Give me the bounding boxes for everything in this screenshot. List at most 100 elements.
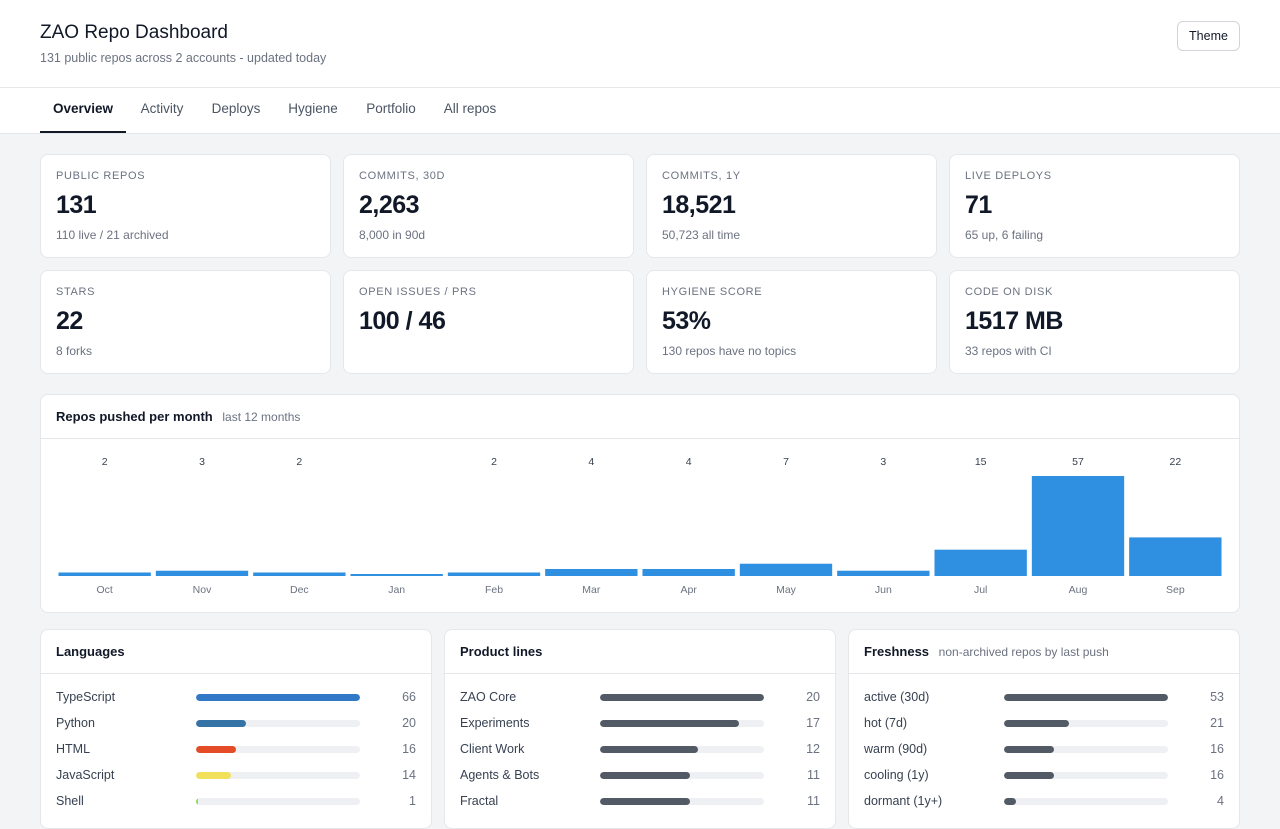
chart-x-tick-label: Mar <box>582 584 601 596</box>
list-item-label: Experiments <box>460 716 530 730</box>
tab-all-repos[interactable]: All repos <box>443 101 497 116</box>
list-item-count: 14 <box>402 768 416 782</box>
stat-label: LIVE DEPLOYS <box>965 170 1052 182</box>
progress-fill <box>600 798 691 805</box>
list-item: JavaScript 14 <box>56 766 416 786</box>
chart-bar-value: 15 <box>975 456 987 468</box>
progress-track <box>196 720 360 727</box>
list-item-count: 4 <box>1217 794 1224 808</box>
stat-card-public-repos: PUBLIC REPOS 131 110 live / 21 archived <box>40 154 331 258</box>
stat-subtext: 33 repos with CI <box>965 344 1052 358</box>
stat-label: OPEN ISSUES / PRS <box>359 286 477 298</box>
stat-value: 100 / 46 <box>359 307 446 335</box>
tab-deploys[interactable]: Deploys <box>211 101 261 116</box>
progress-fill <box>1004 694 1168 701</box>
chart-bar-oct <box>58 572 151 576</box>
product-lines-title: Product lines <box>460 644 543 659</box>
page-subtitle: 131 public repos across 2 accounts - upd… <box>40 51 327 65</box>
chart-bar-apr <box>642 568 735 576</box>
list-item-label: Shell <box>56 794 84 808</box>
chart-bar-value: 22 <box>1169 456 1181 468</box>
chart-bar-value: 2 <box>296 456 302 468</box>
list-item: cooling (1y) 16 <box>864 766 1224 786</box>
chart-bar-value: 2 <box>491 456 497 468</box>
progress-fill <box>196 772 231 779</box>
freshness-title: Freshness <box>864 644 930 659</box>
chart-x-tick-label: Jan <box>388 584 405 596</box>
list-item-count: 16 <box>1210 768 1224 782</box>
list-item-label: JavaScript <box>56 768 115 782</box>
chart-bar-value: 4 <box>686 456 692 468</box>
list-item-count: 20 <box>402 716 416 730</box>
stat-subtext: 110 live / 21 archived <box>56 228 169 242</box>
list-item-label: ZAO Core <box>460 690 517 704</box>
list-item-label: warm (90d) <box>864 742 928 756</box>
progress-track <box>1004 720 1168 727</box>
stat-label: PUBLIC REPOS <box>56 170 146 182</box>
languages-panel: Languages TypeScript 66 Python 20 HTML 16 Java… <box>40 629 432 829</box>
stat-label: CODE ON DISK <box>965 286 1053 298</box>
tab-portfolio[interactable]: Portfolio <box>366 101 416 116</box>
product-lines-panel: Product lines ZAO Core 20 Experiments 17 Cli… <box>444 629 836 829</box>
chart-bar-feb <box>447 572 541 576</box>
progress-track <box>600 746 764 753</box>
progress-track <box>600 694 764 701</box>
chart-bar-jul <box>934 549 1027 576</box>
list-item: Agents & Bots 11 <box>460 766 820 786</box>
progress-fill <box>1004 798 1017 805</box>
list-item: TypeScript 66 <box>56 688 416 708</box>
stat-value: 131 <box>56 191 97 219</box>
stat-card-commits-30d: COMMITS, 30D 2,263 8,000 in 90d <box>343 154 634 258</box>
chart-x-tick-label: Jul <box>974 584 987 596</box>
list-item-count: 11 <box>807 768 820 782</box>
tab-overview[interactable]: Overview <box>40 88 126 133</box>
stat-value: 2,263 <box>359 191 420 219</box>
list-item-label: Agents & Bots <box>460 768 540 782</box>
chart-bar-mar <box>545 568 638 576</box>
stat-card-open-issues: OPEN ISSUES / PRS 100 / 46 <box>343 270 634 374</box>
freshness-panel: Freshness non-archived repos by last pus… <box>848 629 1240 829</box>
tab-hygiene[interactable]: Hygiene <box>288 101 338 116</box>
chart-bar-jun <box>837 570 930 576</box>
list-item: dormant (1y+) 4 <box>864 792 1224 812</box>
list-item-count: 12 <box>806 742 820 756</box>
progress-track <box>196 798 360 805</box>
tab-activity[interactable]: Activity <box>140 101 184 116</box>
progress-fill <box>600 720 740 727</box>
chart-x-tick-label: Apr <box>680 584 697 596</box>
chart-panel: Repos pushed per month last 12 months 2 O… <box>40 394 1240 613</box>
progress-fill <box>1004 772 1054 779</box>
progress-track <box>1004 772 1168 779</box>
chart-x-tick-label: Jun <box>875 584 892 596</box>
stat-card-commits-1y: COMMITS, 1Y 18,521 50,723 all time <box>646 154 937 258</box>
list-item-label: HTML <box>56 742 91 756</box>
languages-panel-header: Languages <box>41 630 431 674</box>
stat-card-code-on-disk: CODE ON DISK 1517 MB 33 repos with CI <box>949 270 1240 374</box>
list-item: ZAO Core 20 <box>460 688 820 708</box>
stat-value: 18,521 <box>662 191 736 219</box>
theme-button[interactable]: Theme <box>1177 21 1240 51</box>
page-title: ZAO Repo Dashboard <box>40 22 228 43</box>
list-item: warm (90d) 16 <box>864 740 1224 760</box>
chart-x-tick-label: Oct <box>96 584 112 596</box>
progress-track <box>196 746 360 753</box>
chart-bar-dec <box>253 572 346 576</box>
list-item: Python 20 <box>56 714 416 734</box>
stat-value: 1517 MB <box>965 307 1063 335</box>
list-item: Shell 1 <box>56 792 416 812</box>
progress-fill <box>196 694 360 701</box>
freshness-panel-title: Freshness non-archived repos by last pus… <box>864 644 1109 659</box>
progress-fill <box>1004 720 1069 727</box>
stat-subtext: 8,000 in 90d <box>359 228 426 242</box>
list-item-count: 17 <box>806 716 820 730</box>
stat-value: 53% <box>662 307 711 335</box>
chart-panel-title: Repos pushed per month last 12 months <box>56 409 300 424</box>
chart-bar-value: 3 <box>880 456 886 468</box>
progress-fill <box>196 798 199 805</box>
list-item: Client Work 12 <box>460 740 820 760</box>
list-item-count: 53 <box>1210 690 1224 704</box>
progress-track <box>600 798 764 805</box>
chart-x-tick-label: Nov <box>193 584 212 596</box>
list-item-count: 1 <box>409 794 416 808</box>
stat-card-hygiene-score: HYGIENE SCORE 53% 130 repos have no topi… <box>646 270 937 374</box>
